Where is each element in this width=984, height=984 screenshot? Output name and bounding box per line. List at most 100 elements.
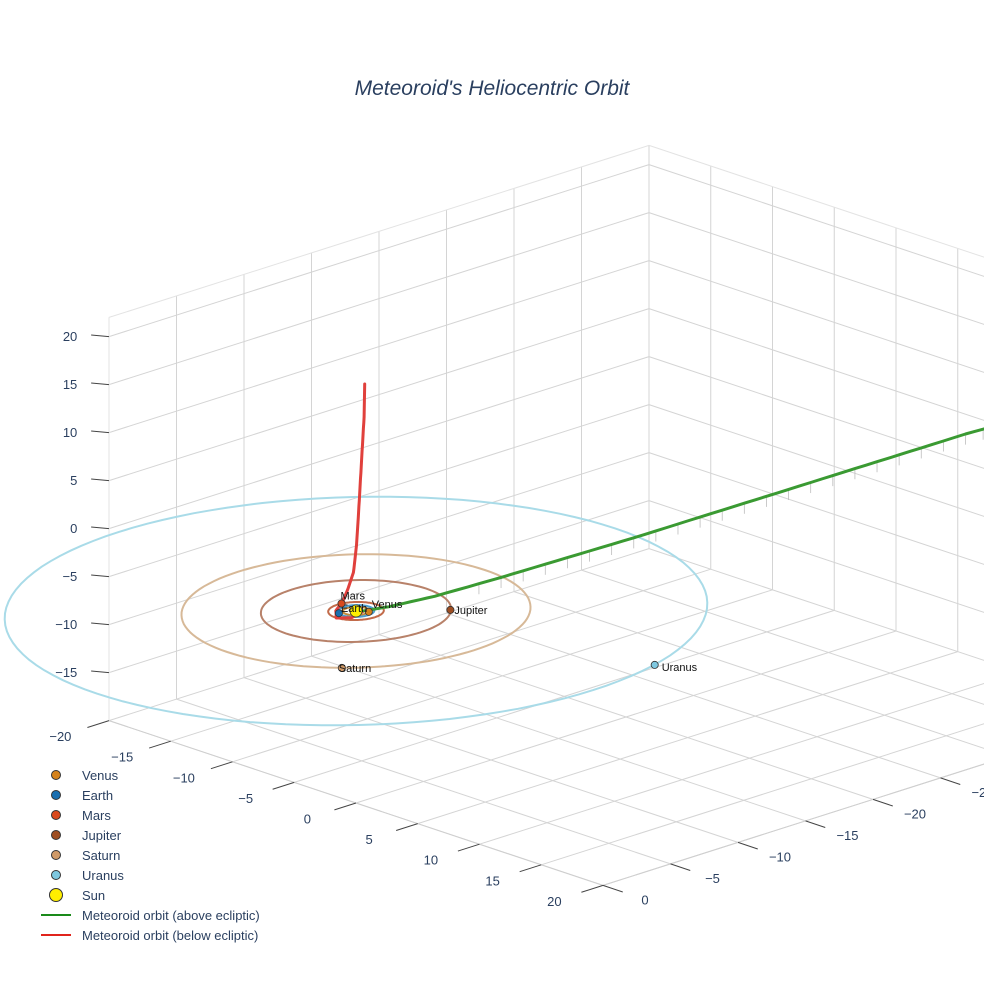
orbit-jupiter (259, 579, 453, 643)
planet-label-uranus: Uranus (662, 662, 698, 674)
z-tick-label: −5 (62, 569, 77, 584)
axis-ticks: −20−15−10−505101520−35−30−25−20−15−10−50… (49, 329, 984, 909)
legend-item[interactable]: Earth (38, 785, 260, 805)
drop-lines (478, 429, 984, 595)
box-edge (648, 144, 984, 258)
legend-symbol (38, 905, 74, 925)
legend-item[interactable]: Venus (38, 765, 260, 785)
meteoroid-orbit-above (362, 427, 984, 613)
x-tick-mark (87, 720, 110, 728)
z-tick-mark (91, 526, 110, 530)
x-tick-label: −20 (49, 729, 71, 744)
floor-grid-line (378, 634, 874, 800)
planet-mars (337, 599, 346, 608)
legend-label: Sun (82, 887, 106, 903)
x-tick-mark (581, 884, 604, 893)
y-tick-mark (737, 841, 758, 850)
x-tick-mark (148, 740, 171, 749)
y-tick-mark (805, 820, 826, 828)
orbit-saturn (180, 553, 532, 669)
legend-item[interactable]: Meteoroid orbit (below ecliptic) (38, 925, 260, 945)
legend-item[interactable]: Jupiter (38, 825, 260, 845)
meteoroid-orbits (334, 382, 984, 620)
back-wall-grid-line (648, 356, 984, 469)
x-tick-label: 20 (547, 894, 561, 909)
y-axis-line (602, 763, 984, 886)
y-tick-label: −15 (836, 828, 858, 843)
z-tick-label: 10 (63, 425, 77, 440)
x-tick-mark (210, 761, 233, 770)
planet-label-saturn: Saturn (339, 663, 371, 675)
y-tick-mark (602, 884, 623, 893)
z-tick-mark (91, 622, 110, 626)
floor-grid-line (311, 655, 806, 822)
chart-title: Meteoroid's Heliocentric Orbit (355, 77, 631, 100)
floor-grid-line (513, 591, 984, 749)
planet-saturn (337, 663, 346, 672)
planet-jupiter (446, 605, 455, 614)
x-tick-mark (457, 843, 480, 852)
planet-label-venus: Venus (372, 599, 403, 611)
left-wall-grid-line (108, 164, 650, 338)
x-tick-label: 15 (485, 873, 499, 888)
left-wall-grid-line (108, 356, 650, 530)
floor-grid-line (176, 698, 671, 865)
sun-marker (349, 604, 363, 618)
legend-symbol (38, 885, 74, 905)
z-tick-mark (91, 670, 110, 674)
planet-label-jupiter: Jupiter (454, 605, 487, 617)
z-tick-label: 15 (63, 377, 77, 392)
legend-label: Saturn (82, 847, 121, 863)
x-tick-mark (334, 802, 357, 811)
x-tick-label: −10 (173, 770, 195, 785)
x-tick-label: −5 (238, 791, 253, 806)
legend-label: Uranus (82, 867, 124, 883)
left-wall-grid-line (108, 260, 650, 434)
legend-symbol (38, 865, 74, 885)
y-tick-label: −10 (769, 849, 791, 864)
box-edge (108, 144, 650, 318)
left-wall-grid-line (108, 212, 650, 386)
legend-label: Mars (82, 807, 111, 823)
y-tick-mark (670, 863, 691, 871)
legend-item[interactable]: Sun (38, 885, 260, 905)
left-wall-grid-line (108, 452, 650, 626)
floor-grid-line (602, 763, 984, 886)
left-wall-grid-line (108, 404, 650, 578)
grid (108, 144, 984, 886)
back-wall-grid-line (648, 500, 984, 613)
z-tick-mark (91, 334, 110, 338)
floor-grid-line (243, 677, 739, 843)
planet-venus (364, 607, 373, 616)
planet-label-earth: Earth (341, 603, 367, 615)
legend-item[interactable]: Saturn (38, 845, 260, 865)
back-wall-grid-line (648, 404, 984, 517)
z-tick-label: −15 (55, 665, 77, 680)
y-tick-mark (940, 777, 961, 785)
legend-symbol (38, 805, 74, 825)
legend-item[interactable]: Uranus (38, 865, 260, 885)
legend-label: Jupiter (82, 827, 122, 843)
legend-symbol (38, 825, 74, 845)
x-tick-label: 5 (365, 832, 372, 847)
legend-symbol (38, 785, 74, 805)
floor-grid-line (446, 612, 941, 779)
left-wall-grid-line (108, 308, 650, 482)
x-tick-mark (519, 864, 542, 873)
back-wall-grid-line (648, 164, 984, 277)
y-tick-label: 0 (641, 892, 648, 907)
legend-item[interactable]: Mars (38, 805, 260, 825)
z-tick-label: 5 (70, 473, 77, 488)
legend: Venus Earth Mars Jupiter Saturn Uranus Sun Mete… (38, 765, 260, 945)
legend-label: Venus (82, 767, 119, 783)
legend-label: Earth (82, 787, 114, 803)
y-tick-mark (872, 798, 893, 807)
legend-item[interactable]: Meteoroid orbit (above ecliptic) (38, 905, 260, 925)
y-tick-label: −25 (971, 785, 984, 800)
back-wall-grid-line (648, 260, 984, 373)
x-tick-label: −15 (111, 750, 133, 765)
orbit-uranus (3, 495, 709, 727)
planet-earth (334, 609, 343, 618)
